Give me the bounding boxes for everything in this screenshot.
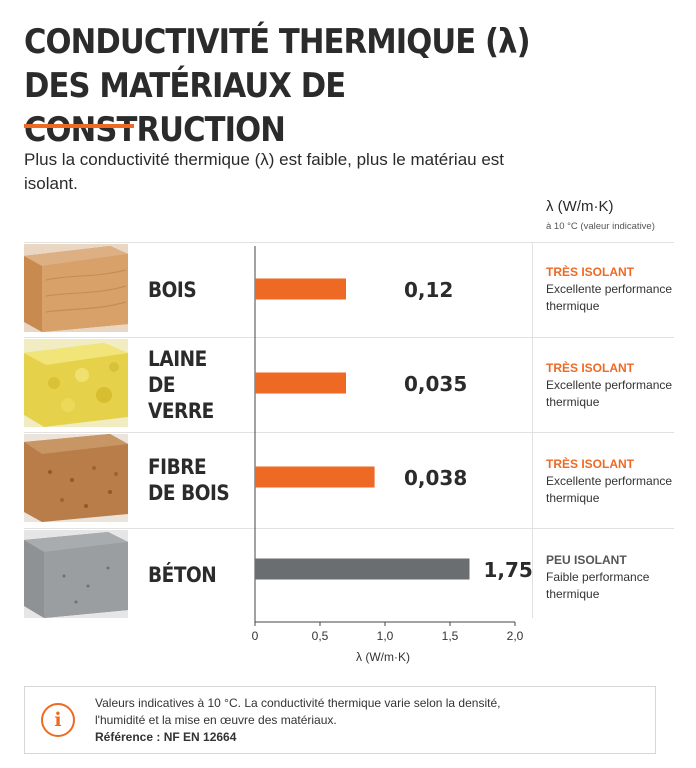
rating-description: Faible performance thermique bbox=[546, 570, 650, 601]
rating-bois: TRÈS ISOLANT Excellente performance therm… bbox=[546, 264, 686, 315]
rating-description: Excellente performance thermique bbox=[546, 474, 673, 505]
title-underline bbox=[24, 124, 134, 128]
rating-label: PEU ISOLANT bbox=[546, 553, 627, 567]
rating-description: Excellente performance thermique bbox=[546, 282, 673, 313]
bar-béton bbox=[255, 558, 470, 580]
bar-value-label: 1,75 bbox=[484, 558, 533, 582]
x-tick-label: 1,5 bbox=[442, 629, 459, 643]
concrete-icon bbox=[24, 530, 128, 618]
bar-fibre-de-bois bbox=[255, 466, 375, 488]
rating-fibre-de-bois: TRÈS ISOLANT Excellente performance therm… bbox=[546, 456, 686, 507]
bar-value-label: 0,12 bbox=[404, 278, 453, 302]
rating-description: Excellente performance thermique bbox=[546, 378, 673, 409]
page-title: CONDUCTIVITÉ THERMIQUE (λ) DES MATÉRIAUX… bbox=[24, 20, 609, 152]
bar-value-label: 0,035 bbox=[404, 372, 467, 396]
wood-icon bbox=[24, 244, 128, 332]
bar-value-label: 0,038 bbox=[404, 466, 467, 490]
row-separator bbox=[24, 528, 674, 529]
note-box: i Valeurs indicatives à 10 °C. La conduc… bbox=[24, 686, 656, 754]
page-title-line-1: CONDUCTIVITÉ THERMIQUE (λ) bbox=[24, 22, 531, 62]
unit-header: λ (W/m·K) bbox=[546, 198, 614, 215]
material-name-bois: BOIS bbox=[148, 278, 197, 302]
x-tick-label: 2,0 bbox=[507, 629, 524, 643]
material-name-fibre-de-bois: FIBRE DE BOIS bbox=[148, 455, 230, 505]
rating-label: TRÈS ISOLANT bbox=[546, 265, 635, 279]
info-icon: i bbox=[41, 703, 75, 737]
rating-label: TRÈS ISOLANT bbox=[546, 457, 635, 471]
material-name-beton: BÉTON bbox=[148, 563, 217, 587]
row-separator bbox=[24, 432, 674, 433]
note-line-1: Valeurs indicatives à 10 °C. La conducti… bbox=[95, 696, 501, 710]
rating-beton: PEU ISOLANT Faible performance thermique bbox=[546, 552, 686, 603]
bar-laine-de-verre bbox=[255, 372, 346, 394]
rating-laine-de-verre: TRÈS ISOLANT Excellente performance therm… bbox=[546, 360, 686, 411]
note-text: Valeurs indicatives à 10 °C. La conducti… bbox=[95, 695, 650, 746]
glass-wool-icon bbox=[24, 339, 128, 427]
x-axis-title: λ (W/m·K) bbox=[356, 650, 410, 664]
row-separator bbox=[24, 242, 674, 243]
rating-column-divider bbox=[532, 242, 533, 618]
row-separator bbox=[24, 337, 674, 338]
bar-bois bbox=[255, 278, 346, 300]
subtitle: Plus la conductivité thermique (λ) est f… bbox=[24, 150, 505, 193]
x-tick-label: 0 bbox=[252, 629, 259, 643]
material-name-laine-de-verre: LAINE DE VERRE bbox=[148, 347, 214, 423]
unit-subheader: à 10 °C (valeur indicative) bbox=[546, 221, 655, 232]
x-tick-label: 1,0 bbox=[377, 629, 394, 643]
rating-label: TRÈS ISOLANT bbox=[546, 361, 635, 375]
note-reference: Référence : NF EN 12664 bbox=[95, 730, 237, 744]
wood-fiber-icon bbox=[24, 434, 128, 522]
page-title-line-2: DES MATÉRIAUX DE CONSTRUCTION bbox=[24, 66, 346, 150]
x-tick-label: 0,5 bbox=[312, 629, 329, 643]
note-line-2: l'humidité et la mise en œuvre des matér… bbox=[95, 713, 337, 727]
